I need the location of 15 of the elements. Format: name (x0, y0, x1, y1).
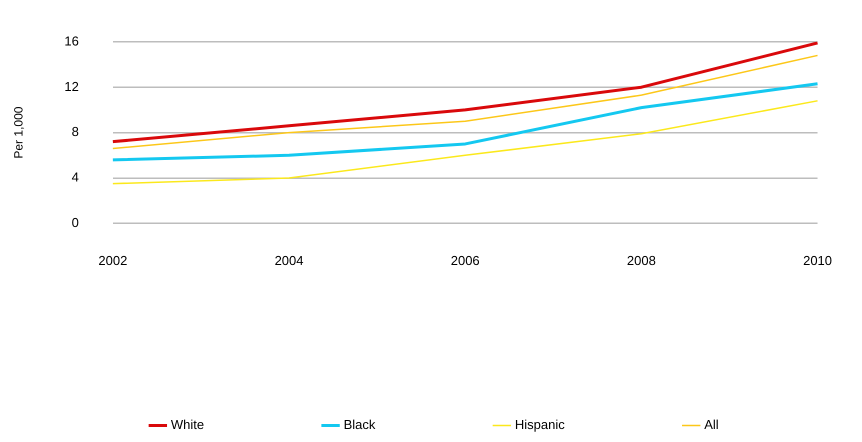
legend-label: Black (344, 417, 376, 432)
legend-label: All (704, 417, 719, 432)
x-tick-label: 2008 (626, 252, 656, 268)
y-axis-title: Per 1,000 (12, 106, 26, 159)
y-tick-label: 16 (64, 33, 79, 48)
x-tick-label: 2004 (274, 252, 304, 268)
y-tick-label: 12 (64, 78, 79, 94)
x-tick-label: 2006 (450, 252, 480, 268)
y-tick-label: 8 (72, 124, 79, 140)
legend-label: Hispanic (514, 417, 566, 432)
x-tick-label: 2002 (98, 252, 128, 268)
y-tick-label: 0 (72, 214, 79, 230)
legend-label: White (170, 417, 204, 432)
x-tick-label: 2010 (803, 252, 832, 268)
y-tick-label: 4 (72, 170, 79, 185)
